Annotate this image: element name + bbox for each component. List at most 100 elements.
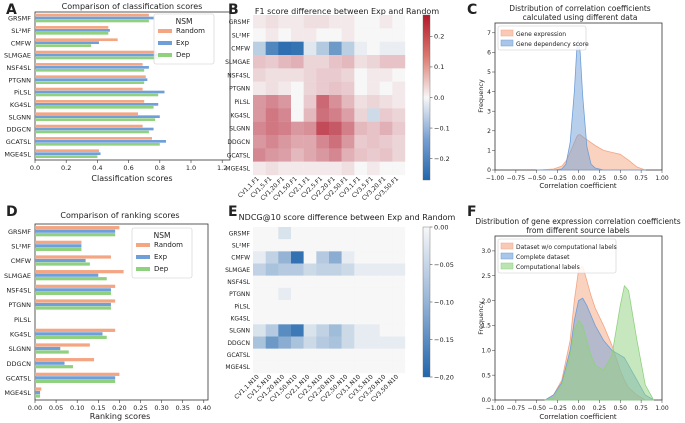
panel-c-y-tick-1: 1 [487,148,491,155]
panel-d-bar-kg4sl-random [35,328,116,332]
panel-f-legend-swatch-complete [500,252,514,260]
panel-e-cell-nsf4sl-7 [341,275,355,289]
panel-b-cell-sl-mf-2 [278,28,292,42]
panel-f-ticks: −1.00 −0.75 −0.50 −0.25 0.00 0.25 0.50 0.75 1.00… [481,248,668,412]
panel-b-cell-cmfw-0 [253,41,266,56]
panel-b-cell-gcatsl-6 [329,148,342,162]
panel-a-x-tick-4: 0.8 [155,164,165,172]
panel-b-cell-pilsl-6 [329,95,342,109]
panel-e-cell-ddgcn-10 [379,336,393,349]
panel-b-colorbar-tick-0: 0.2 [434,33,444,41]
panel-a-category-slgnn: SLGNN [8,113,31,121]
panel-e-colorbar: 0.00 −0.05 −0.10 −0.15 −0.20 [422,223,454,381]
panel-a-bar-pilsl-exp [35,90,165,94]
panel-e-cell-gcatsl-6 [329,348,342,362]
panel-a-frame [34,11,231,161]
panel-b-cell-kg4sl-0 [253,108,266,122]
panel-e-cell-pilsl-11 [392,300,406,313]
panel-b-cell-grsmf-7 [341,15,355,29]
panel-b-cell-mge4sl-8 [354,161,368,176]
panel-b-cell-slmgae-9 [367,55,380,69]
panel-f-x-tick-1: −0.75 [507,405,526,412]
panel-e-cell-mge4sl-1 [265,360,279,374]
panel-e-cell-cmfw-5 [316,251,330,264]
panel-a-bar-cmfw-dep [35,44,92,47]
panel-b-cell-grsmf-3 [291,15,304,29]
panel-b-cell-cmfw-10 [379,41,393,56]
panel-d-bars [35,226,124,398]
panel-f-x-tick-8: 1.00 [655,405,669,412]
panel-e-cell-slmgae-5 [316,263,330,276]
panel-e-row-grsmf: GRSMF [229,230,251,237]
panel-d-bar-sl-mf-random [35,240,82,244]
panel-e-cell-slmgae-8 [354,263,368,276]
panel-b-cell-grsmf-6 [329,15,342,29]
panel-d-bar-slmgae-dep [35,277,107,281]
panel-b-row-mge4sl: MGE4SL [225,166,250,173]
panel-b-cell-pilsl-11 [392,95,406,109]
panel-e-cell-slmgae-1 [265,263,279,276]
panel-b-cell-kg4sl-8 [354,108,368,122]
panel-e-row-ptgnn: PTGNN [229,291,250,298]
panel-e-cell-slmgae-7 [341,263,355,276]
panel-f-y-tick-3: 1.5 [481,323,491,330]
panel-b-cell-mge4sl-7 [341,161,355,176]
panel-b-column-labels: CV1,1.F1CV1,5.F1CV1,20.F1CV1,50.F1CV2,1.… [237,175,401,202]
panel-e-cell-cmfw-3 [291,251,304,264]
panel-e-cell-pilsl-3 [291,300,304,313]
panel-e-cell-kg4sl-7 [341,312,355,325]
panel-a-category-ptgnn: PTGNN [8,76,31,84]
panel-d-bar-slmgae-random [35,270,124,274]
panel-d-bar-mge4sl-random [35,387,42,391]
panel-e-colorbar-tick-1: −0.05 [434,261,454,269]
panel-e-cell-slgnn-6 [329,324,342,337]
panel-c-density-areas [536,40,646,171]
panel-c-y-label: Frequency [477,79,485,113]
panel-b-cell-ptgnn-5 [316,81,330,96]
panel-d-bar-gcatsl-dep [35,379,116,383]
panel-d-bar-ddgcn-dep [35,365,73,369]
panel-e-cell-grsmf-4 [303,227,317,240]
panel-b-cell-cmfw-8 [354,41,368,56]
panel-b-row-nsf4sl: NSF4SL [227,72,250,79]
panel-a-legend-swatch-dep [158,53,172,57]
panel-f-x-tick-5: 0.25 [593,405,607,412]
panel-a-bar-pilsl-dep [35,93,159,97]
panel-a-category-sl-mf: SL²MF [11,27,31,35]
panel-c-x-tick-1: −0.75 [507,175,526,182]
panel-d-legend-label-random: Random [154,241,183,249]
panel-d-legend-title: NSM [154,231,171,240]
panel-a-bar-nsf4sl-random [35,63,143,66]
panel-b-cell-ptgnn-1 [265,81,279,96]
panel-letter-d: D [6,204,18,220]
panel-d-category-gcatsl: GCATSL [6,375,32,383]
panel-f-title-line-1: Distribution of gene expression correlat… [475,217,680,226]
panel-d-bar-slmgae-exp [35,273,99,277]
panel-e-colorbar-tick-2: −0.10 [434,298,454,306]
panel-a-bar-sl-mf-exp [35,29,110,32]
panel-e-cell-sl-mf-0 [253,239,266,252]
panel-e-row-sl-mf: SL²MF [232,243,251,250]
panel-b-cell-mge4sl-11 [392,161,406,176]
panel-c-title-line-1: Distribution of correlation coefficients [509,4,650,13]
panel-e-cell-slgnn-8 [354,324,368,337]
panel-a-bar-grsmf-exp [35,16,154,20]
panel-e-cell-pilsl-10 [379,300,393,313]
panel-e-cell-ptgnn-7 [341,287,355,301]
panel-f-area-computational-labels [544,285,655,401]
panel-b-cell-cmfw-3 [291,41,304,56]
panel-b-cell-slgnn-8 [354,121,368,136]
panel-d-bar-ddgcn-random [35,358,95,362]
panel-e-cell-grsmf-7 [341,227,355,240]
panel-e-cell-pilsl-4 [303,300,317,313]
panel-b-cell-nsf4sl-9 [367,68,380,82]
panel-b-row-pilsl: PiLSL [234,99,250,106]
panel-a-x-tick-0: 0.0 [30,164,40,172]
panel-b-cell-sl-mf-3 [291,28,304,42]
panel-e-cell-cmfw-1 [265,251,279,264]
panel-b-cell-nsf4sl-3 [291,68,304,82]
panel-letter-e: E [228,204,238,220]
panel-e-cell-nsf4sl-5 [316,275,330,289]
panel-e-cell-pilsl-0 [253,300,266,313]
panel-a-bar-gcatsl-exp [35,140,167,143]
